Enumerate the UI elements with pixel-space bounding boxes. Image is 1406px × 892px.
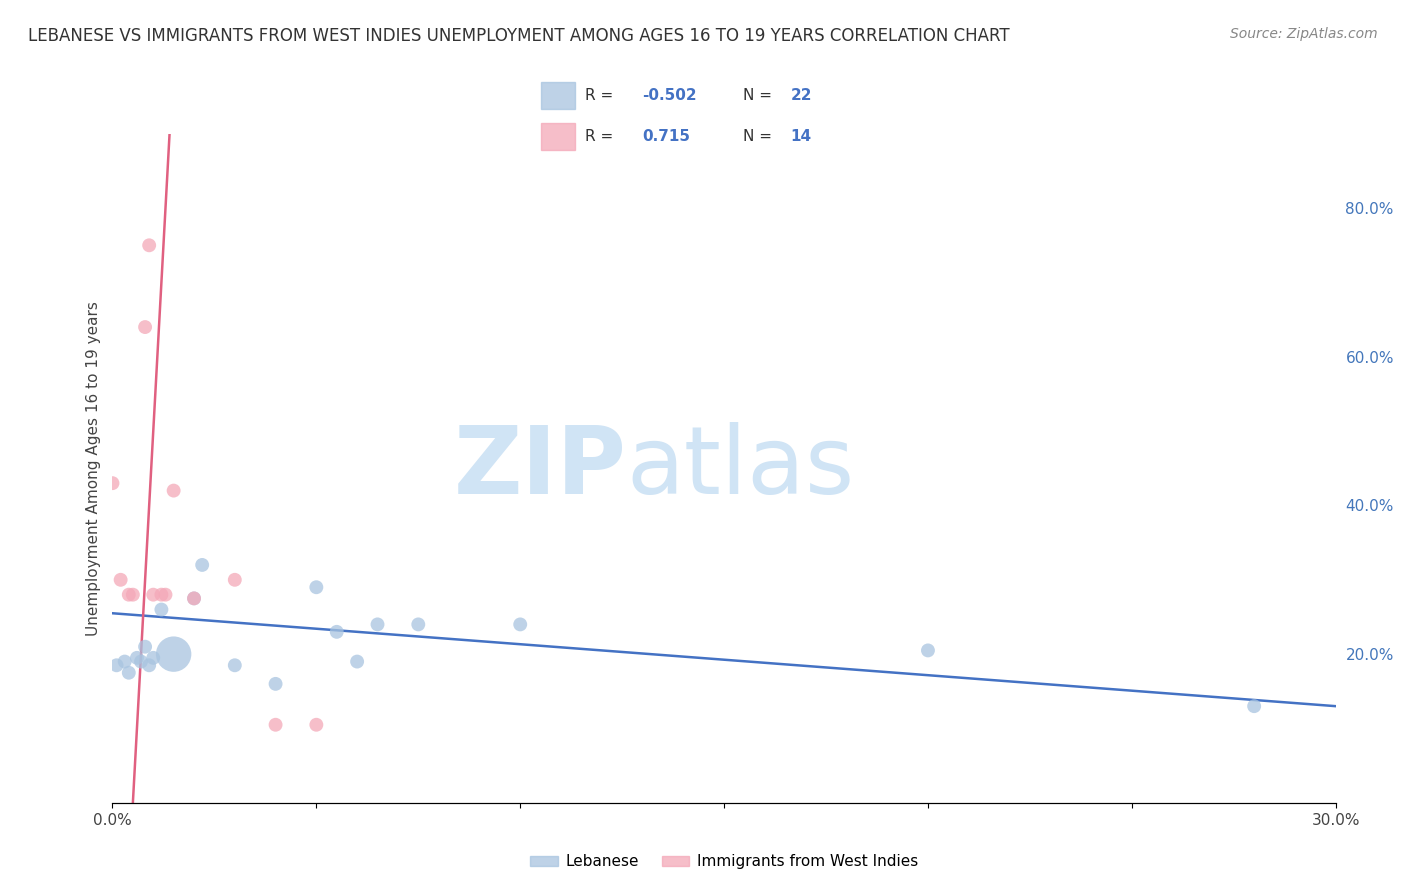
Point <box>122 588 145 602</box>
Text: -0.502: -0.502 <box>643 88 697 103</box>
Point <box>305 580 328 594</box>
Point <box>134 320 156 334</box>
Point <box>134 640 156 654</box>
Point <box>150 602 173 616</box>
Text: N =: N = <box>744 88 772 103</box>
Point <box>305 717 328 731</box>
Point <box>224 658 246 673</box>
Point <box>138 658 160 673</box>
Bar <box>541 123 575 150</box>
Point <box>138 238 160 252</box>
Text: 0.715: 0.715 <box>643 129 690 144</box>
Text: 22: 22 <box>790 88 813 103</box>
Point <box>125 651 148 665</box>
Point <box>264 677 287 691</box>
Point <box>366 617 388 632</box>
Text: atlas: atlas <box>626 422 855 515</box>
Point <box>326 624 349 639</box>
Text: ZIP: ZIP <box>453 422 626 515</box>
Point <box>101 476 124 491</box>
Point <box>110 573 132 587</box>
Point <box>509 617 531 632</box>
Bar <box>541 82 575 109</box>
Point <box>163 483 186 498</box>
Legend: Lebanese, Immigrants from West Indies: Lebanese, Immigrants from West Indies <box>524 848 924 875</box>
Point <box>264 717 287 731</box>
Text: R =: R = <box>585 88 613 103</box>
Point <box>118 588 141 602</box>
Point <box>346 655 368 669</box>
Y-axis label: Unemployment Among Ages 16 to 19 years: Unemployment Among Ages 16 to 19 years <box>86 301 101 636</box>
Point <box>142 651 165 665</box>
Point <box>118 665 141 680</box>
Point <box>183 591 205 606</box>
Point <box>917 643 939 657</box>
Point <box>114 655 136 669</box>
Point <box>191 558 214 572</box>
Point <box>224 573 246 587</box>
Point <box>1243 699 1265 714</box>
Point <box>155 588 177 602</box>
Text: Source: ZipAtlas.com: Source: ZipAtlas.com <box>1230 27 1378 41</box>
Text: LEBANESE VS IMMIGRANTS FROM WEST INDIES UNEMPLOYMENT AMONG AGES 16 TO 19 YEARS C: LEBANESE VS IMMIGRANTS FROM WEST INDIES … <box>28 27 1010 45</box>
Point <box>129 655 152 669</box>
Text: N =: N = <box>744 129 772 144</box>
Point <box>150 588 173 602</box>
Text: 14: 14 <box>790 129 811 144</box>
Point <box>142 588 165 602</box>
Text: R =: R = <box>585 129 613 144</box>
Point <box>163 647 186 661</box>
Point <box>183 591 205 606</box>
Point <box>105 658 128 673</box>
Point <box>408 617 430 632</box>
